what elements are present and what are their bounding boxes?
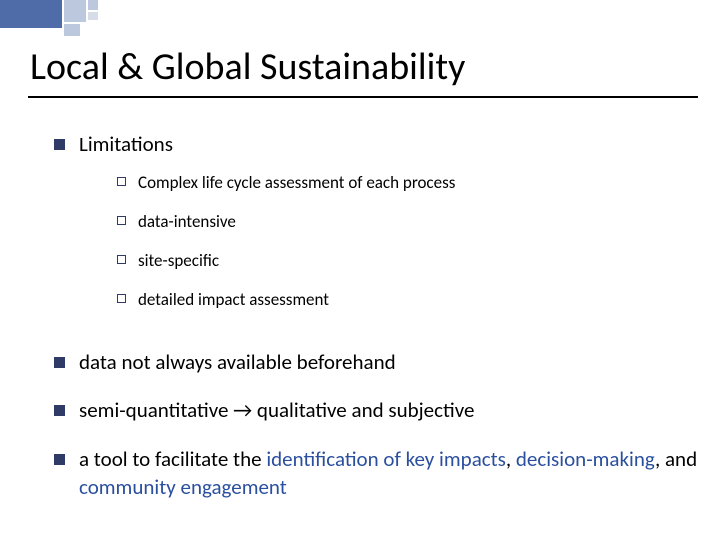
open-square-bullet-icon bbox=[117, 255, 126, 264]
text-fragment: , and bbox=[655, 446, 697, 472]
sub-list: Complex life cycle assessment of each pr… bbox=[117, 172, 698, 312]
square-bullet-icon bbox=[54, 454, 65, 465]
sub-bullet: data-intensive bbox=[117, 211, 698, 234]
title-underline bbox=[28, 96, 698, 98]
bullet-data-availability: data not always available beforehand bbox=[54, 348, 698, 376]
sub-bullet-label: detailed impact assessment bbox=[138, 289, 329, 312]
open-square-bullet-icon bbox=[117, 177, 126, 186]
highlight-community-engagement: community engagement bbox=[79, 474, 287, 500]
bullet-label: Limitations bbox=[79, 131, 173, 157]
bullet-limitations: Limitations Complex life cycle assessmen… bbox=[54, 130, 698, 328]
square-bullet-icon bbox=[54, 405, 65, 416]
bullet-label: semi-quantitative → qualitative and subj… bbox=[79, 396, 698, 424]
sub-bullet-label: data-intensive bbox=[138, 211, 236, 234]
sub-bullet-label: site-specific bbox=[138, 250, 219, 273]
open-square-bullet-icon bbox=[117, 216, 126, 225]
square-bullet-icon bbox=[54, 139, 65, 150]
slide-content: Limitations Complex life cycle assessmen… bbox=[54, 130, 698, 521]
bullet-semi-quantitative: semi-quantitative → qualitative and subj… bbox=[54, 396, 698, 424]
sub-bullet: detailed impact assessment bbox=[117, 289, 698, 312]
bullet-label: data not always available beforehand bbox=[79, 348, 698, 376]
open-square-bullet-icon bbox=[117, 294, 126, 303]
highlight-identification: identification of key impacts bbox=[266, 446, 506, 472]
bullet-label: a tool to facilitate the identification … bbox=[79, 445, 698, 502]
highlight-decision-making: decision-making bbox=[516, 446, 655, 472]
sub-bullet: site-specific bbox=[117, 250, 698, 273]
bullet-tool-facilitate: a tool to facilitate the identification … bbox=[54, 445, 698, 502]
sub-bullet-label: Complex life cycle assessment of each pr… bbox=[138, 172, 455, 195]
text-fragment: a tool to facilitate the bbox=[79, 446, 266, 472]
sub-bullet: Complex life cycle assessment of each pr… bbox=[117, 172, 698, 195]
square-bullet-icon bbox=[54, 357, 65, 368]
text-fragment: , bbox=[506, 446, 516, 472]
corner-decoration bbox=[0, 0, 140, 40]
slide-title: Local & Global Sustainability bbox=[30, 44, 465, 90]
